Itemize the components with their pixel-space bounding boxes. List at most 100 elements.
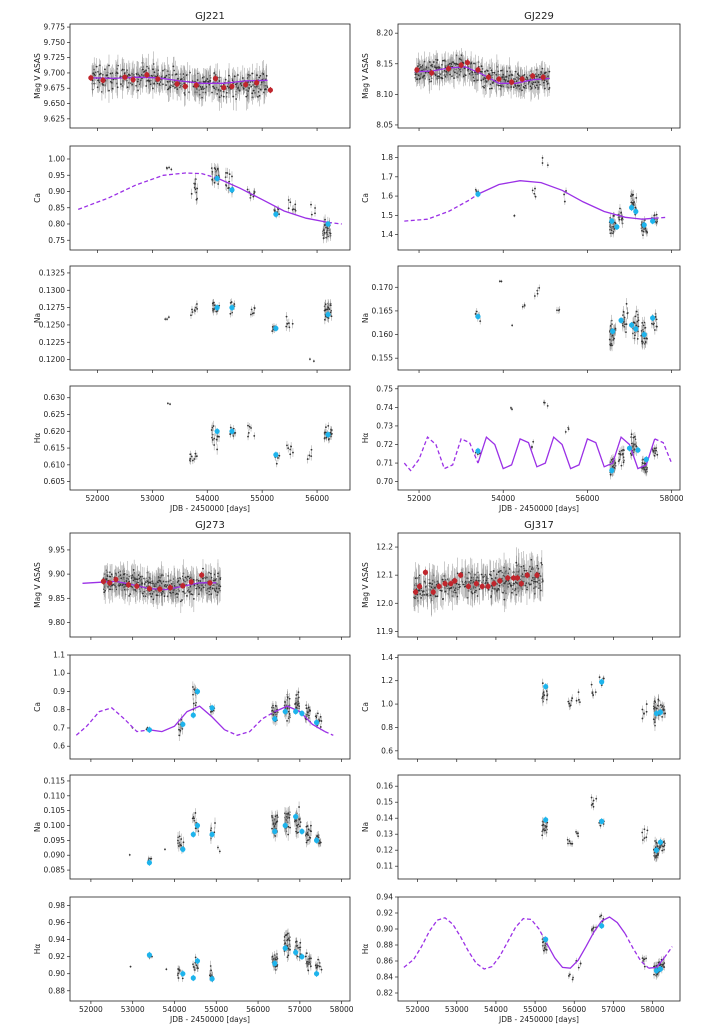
raw-point: [655, 221, 658, 224]
raw-point: [191, 817, 194, 820]
binned-point: [325, 311, 331, 318]
y-tick-label: 0.9: [53, 687, 65, 696]
raw-point: [479, 320, 482, 323]
raw-point: [216, 448, 219, 451]
raw-point: [253, 435, 256, 437]
raw-point: [611, 334, 614, 337]
panel-gj273-ca: 0.6 0.7 0.8 0.9 1.0 1.1 Ca: [33, 651, 351, 762]
raw-point: [318, 719, 321, 722]
raw-point: [548, 86, 551, 89]
raw-point: [167, 402, 169, 405]
raw-point: [102, 84, 105, 86]
binned-point: [464, 59, 471, 66]
model-curve-dashed: [75, 707, 150, 736]
binned-point: [325, 221, 331, 227]
raw-point: [246, 188, 249, 191]
raw-point: [209, 79, 212, 82]
raw-point: [104, 68, 106, 71]
raw-point: [194, 812, 197, 814]
raw-point: [531, 445, 533, 448]
raw-point: [250, 85, 253, 88]
raw-point: [434, 74, 437, 76]
raw-point: [534, 86, 537, 89]
raw-point: [501, 76, 504, 79]
binned-point: [229, 187, 235, 193]
binned-point: [618, 317, 624, 323]
raw-point: [213, 308, 215, 310]
raw-point: [641, 229, 643, 232]
y-tick-label: 0.605: [44, 477, 66, 486]
binned-point: [475, 67, 481, 73]
raw-point: [463, 67, 466, 70]
raw-point: [473, 62, 475, 65]
binned-point: [273, 452, 279, 458]
raw-point: [543, 401, 546, 404]
raw-point: [251, 72, 254, 75]
raw-point: [512, 86, 515, 89]
raw-point: [132, 579, 135, 582]
binned-point: [155, 76, 161, 82]
y-tick-label: 9.700: [44, 68, 66, 77]
raw-point: [470, 62, 472, 65]
raw-point: [165, 166, 168, 169]
raw-point: [215, 438, 218, 441]
raw-point: [229, 312, 232, 315]
raw-point: [148, 80, 151, 82]
group-title: GJ229: [524, 11, 554, 22]
raw-point: [486, 70, 489, 72]
binned-point: [273, 325, 279, 331]
raw-point: [182, 579, 185, 582]
binned-point: [267, 87, 273, 93]
x-tick-label: 56000: [305, 494, 329, 503]
raw-point: [118, 582, 121, 585]
y-tick-label: 8.05: [376, 120, 393, 129]
raw-point: [262, 73, 265, 75]
raw-point: [286, 707, 289, 709]
raw-point: [319, 715, 322, 718]
raw-point: [630, 195, 632, 197]
raw-point: [240, 84, 243, 87]
raw-point: [543, 79, 546, 82]
raw-point: [111, 87, 114, 90]
axes-frame: [69, 145, 351, 251]
raw-point: [199, 580, 202, 582]
raw-point: [327, 306, 330, 309]
y-tick-label: 9.675: [44, 84, 66, 93]
raw-point: [510, 407, 512, 409]
raw-point: [441, 77, 444, 80]
raw-point: [537, 81, 540, 84]
raw-point: [151, 580, 154, 583]
raw-point: [326, 233, 329, 236]
raw-point: [208, 83, 211, 86]
raw-point: [529, 85, 532, 88]
raw-point: [210, 429, 213, 431]
raw-point: [272, 823, 275, 825]
raw-point: [225, 91, 228, 94]
binned-point: [475, 448, 481, 454]
raw-point: [483, 86, 486, 89]
raw-point: [182, 590, 185, 593]
raw-point: [193, 309, 196, 312]
raw-point: [196, 79, 199, 81]
panel-gj221-mag: GJ221 9.625 9.650 9.675 9.700 9.725 9.750 9.775…: [33, 11, 351, 131]
raw-point: [215, 587, 218, 590]
raw-point: [630, 436, 633, 438]
raw-point: [111, 72, 114, 74]
raw-point: [532, 440, 535, 443]
raw-point: [609, 324, 612, 327]
raw-point: [541, 157, 544, 159]
raw-point: [544, 87, 546, 90]
model-curve-solid: [477, 180, 655, 220]
y-axis-label: Hα: [33, 433, 42, 444]
raw-point: [534, 195, 537, 198]
y-tick-label: 0.1275: [39, 303, 65, 312]
raw-point: [97, 79, 100, 82]
panel-gj273-mag: GJ273 9.80 9.85 9.90 9.95 Mag V ASAS: [33, 520, 351, 640]
raw-point: [247, 90, 250, 93]
binned-point: [190, 712, 196, 718]
binned-point: [229, 83, 235, 89]
x-tick-label: 52000: [86, 494, 110, 503]
raw-point: [644, 227, 647, 230]
binned-point: [88, 75, 94, 81]
raw-point: [214, 579, 217, 581]
